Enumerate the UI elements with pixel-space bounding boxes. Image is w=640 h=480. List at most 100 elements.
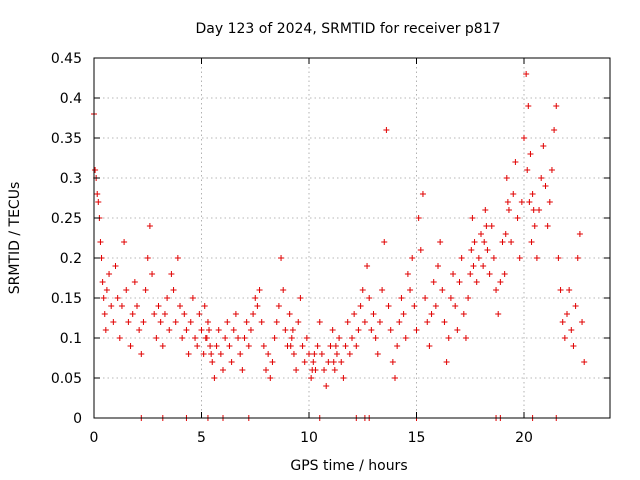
data-point	[407, 287, 414, 293]
data-point	[106, 271, 113, 277]
data-point	[146, 223, 153, 229]
data-point	[503, 175, 510, 181]
data-point	[524, 167, 531, 173]
data-point	[206, 327, 213, 333]
data-point	[404, 271, 411, 277]
data-point	[129, 311, 136, 317]
data-point	[213, 343, 220, 349]
data-point	[100, 295, 107, 301]
data-point	[237, 351, 244, 357]
data-point	[542, 183, 549, 189]
data-point	[424, 319, 431, 325]
data-point	[282, 327, 289, 333]
plot-frame	[93, 57, 611, 419]
data-point	[531, 223, 538, 229]
x-tick-label: 20	[515, 430, 533, 446]
data-point	[576, 231, 583, 237]
data-point	[310, 359, 317, 365]
data-point	[526, 199, 533, 205]
data-point	[311, 351, 318, 357]
data-point	[342, 343, 349, 349]
data-point	[529, 191, 536, 197]
data-point	[502, 231, 509, 237]
data-point	[572, 303, 579, 309]
data-point	[102, 327, 109, 333]
data-point	[527, 151, 534, 157]
x-tick-label: 5	[197, 430, 206, 446]
data-point	[533, 255, 540, 261]
data-point	[497, 279, 504, 285]
data-point	[528, 239, 535, 245]
data-point	[469, 215, 476, 221]
data-point	[314, 343, 321, 349]
data-point	[168, 271, 175, 277]
data-point	[561, 335, 568, 341]
data-point	[385, 303, 392, 309]
data-point	[131, 279, 138, 285]
data-point	[308, 375, 315, 381]
data-point	[454, 327, 461, 333]
data-point	[435, 263, 441, 269]
data-point	[306, 351, 312, 357]
data-point	[471, 239, 478, 245]
x-tick-label: 0	[90, 430, 99, 446]
y-tick-label: 0.1	[60, 331, 82, 347]
data-point	[241, 335, 248, 341]
data-point	[189, 295, 196, 301]
data-point	[252, 295, 259, 301]
data-point	[536, 207, 543, 213]
data-point	[149, 271, 156, 277]
x-tick-label: 15	[408, 430, 426, 446]
data-point	[209, 359, 216, 365]
data-point	[187, 319, 194, 325]
data-point	[394, 343, 401, 349]
data-point	[376, 319, 383, 325]
data-point	[245, 343, 252, 349]
data-point	[263, 367, 269, 373]
data-point	[355, 327, 362, 333]
data-point	[136, 327, 143, 333]
data-point	[415, 215, 422, 221]
data-point	[475, 255, 482, 261]
data-point	[540, 143, 547, 149]
y-tick-label: 0.05	[51, 371, 82, 387]
data-point	[181, 311, 188, 317]
data-point	[299, 343, 306, 349]
data-point	[123, 287, 130, 293]
data-point	[144, 255, 151, 261]
data-point	[134, 303, 140, 309]
data-point	[349, 335, 355, 341]
data-point	[280, 287, 287, 293]
data-point	[368, 327, 375, 333]
data-point	[548, 167, 555, 173]
y-axis-label: SRMTID / TECUs	[7, 182, 23, 295]
data-point	[518, 199, 525, 205]
data-point	[486, 271, 493, 277]
data-point	[260, 343, 267, 349]
data-point	[516, 255, 523, 261]
data-point	[185, 351, 192, 357]
data-point	[389, 359, 396, 365]
data-point	[557, 287, 564, 293]
data-point	[101, 311, 108, 317]
axis-ticks: 0 0.05 0.1 0.15 0.2 0.25 0.3 0.35 0.4 0.45 0 5 10 15 2…	[51, 51, 610, 446]
data-point	[512, 159, 519, 165]
data-point	[370, 311, 377, 317]
data-point	[422, 295, 429, 301]
data-point	[303, 335, 310, 341]
data-point	[254, 303, 261, 309]
x-axis-label: GPS time / hours	[290, 458, 407, 474]
data-point	[336, 335, 343, 341]
data-point	[172, 319, 179, 325]
data-point	[357, 303, 364, 309]
data-point	[211, 375, 218, 381]
data-point	[271, 335, 278, 341]
data-point	[426, 343, 433, 349]
data-point	[478, 231, 484, 237]
data-point	[398, 295, 405, 301]
data-point	[530, 207, 537, 213]
data-point	[402, 335, 409, 341]
data-point	[288, 335, 295, 341]
data-point	[166, 327, 173, 333]
data-point	[228, 359, 235, 365]
